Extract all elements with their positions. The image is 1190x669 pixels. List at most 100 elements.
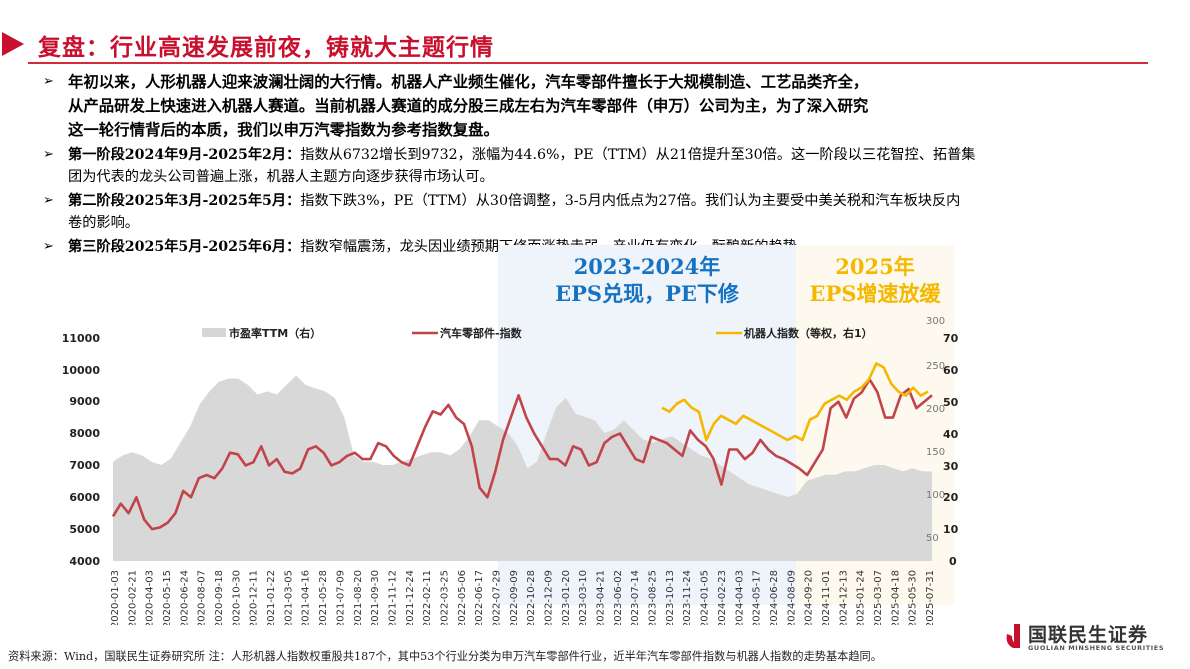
x-tick-label: 2020-10-30: [231, 570, 242, 625]
svg-text:250: 250: [926, 361, 945, 372]
x-tick-label: 2020-05-15: [162, 570, 173, 625]
bullet-arrow-icon: ➢: [43, 147, 54, 162]
x-tick-label: 2023-11-24: [682, 570, 693, 625]
bullet-lead: 第一阶段2024年9月-2025年2月：: [68, 147, 301, 163]
svg-text:9000: 9000: [69, 395, 100, 408]
x-tick-label: 2021-07-09: [335, 570, 346, 625]
svg-text:40: 40: [943, 428, 959, 441]
svg-text:60: 60: [943, 364, 959, 377]
auto-parts-index-line: [111, 378, 933, 531]
x-tick-label: 2021-01-22: [266, 570, 277, 625]
x-tick-label: 2021-09-30: [370, 570, 381, 625]
svg-text:8000: 8000: [69, 427, 100, 440]
x-tick-label: 2020-12-11: [249, 570, 260, 625]
svg-text:6000: 6000: [69, 491, 100, 504]
x-tick-label: 2024-12-13: [838, 570, 849, 625]
bullet-text: 指数从6732增长到9732，涨幅为44.6%，PE（TTM）从21倍提升至30…: [300, 147, 976, 163]
bullet-line: 这一轮行情背后的本质，我们以申万汽零指数为参考指数复盘。: [68, 121, 499, 139]
bullet-arrow-icon: ➢: [43, 193, 54, 208]
svg-text:5000: 5000: [69, 523, 100, 536]
pe-ttm-area: [113, 375, 932, 561]
svg-text:300: 300: [926, 316, 945, 327]
x-tick-label: 2025-04-18: [890, 570, 901, 625]
bullet-line: 从产品研发上快速进入机器人赛道。当前机器人赛道的成分股三成左右为汽车零部件（申万…: [68, 97, 869, 115]
bullet-phase-1: ➢ 第一阶段2024年9月-2025年2月：指数从6732增长到9732，涨幅为…: [40, 144, 1130, 188]
legend-label-auto: 汽车零部件-指数: [440, 326, 523, 340]
svg-text:7000: 7000: [69, 459, 100, 472]
x-tick-label: 2020-02-21: [127, 570, 138, 625]
svg-text:70: 70: [943, 332, 959, 345]
x-tick-label: 2024-01-05: [700, 570, 711, 625]
bullet-line: 卷的影响。: [68, 215, 139, 231]
x-tick-label: 2025-05-30: [908, 570, 919, 625]
bullet-phase-2: ➢ 第二阶段2025年3月-2025年5月：指数下跌3%，PE（TTM）从30倍…: [40, 190, 1130, 234]
title-divider: [28, 62, 1148, 64]
legend-label-robot: 机器人指数（等权，右1）: [744, 326, 873, 340]
x-tick-label: 2023-07-14: [630, 570, 641, 625]
period-label-year: 2025年: [835, 254, 915, 279]
x-tick-label: 2024-04-03: [734, 570, 745, 625]
x-tick-label: 2022-06-17: [474, 570, 485, 625]
svg-text:30: 30: [943, 460, 959, 473]
right-axis-robot: 300 250 200 150 100 50: [926, 316, 945, 544]
bullet-arrow-icon: ➢: [43, 239, 54, 254]
x-tick-label: 2020-06-24: [179, 570, 190, 625]
x-tick-label: 2023-03-10: [578, 570, 589, 625]
bullet-list: ➢ 年初以来，人形机器人迎来波澜壮阔的大行情。机器人产业频生催化，汽车零部件擅长…: [40, 70, 1130, 258]
x-tick-label: 2023-01-20: [561, 570, 572, 625]
title-triangle-icon: [2, 32, 24, 56]
bullet-line: 团为代表的龙头公司普遍上涨，机器人主题方向逐步获得市场认可。: [68, 169, 494, 185]
x-tick-label: 2021-03-05: [283, 570, 294, 625]
x-tick-label: 2021-08-20: [353, 570, 364, 625]
x-tick-label: 2025-01-24: [856, 570, 867, 625]
x-tick-label: 2020-04-03: [145, 570, 156, 625]
svg-text:50: 50: [943, 396, 959, 409]
left-axis: 11000 10000 9000 8000 7000 6000 5000 400…: [62, 332, 101, 568]
source-note: 资料来源：Wind，国联民生证券研究所 注：人形机器人指数权重股共187个，其中…: [8, 650, 882, 663]
x-tick-label: 2023-04-21: [596, 570, 607, 625]
svg-text:11000: 11000: [62, 332, 101, 345]
x-tick-label: 2024-09-20: [804, 570, 815, 625]
bullet-arrow-icon: ➢: [43, 74, 54, 89]
x-axis-labels: 2020-01-03 2020-02-21 2020-04-03 2020-05-15…: [110, 570, 936, 625]
x-tick-label: 2025-07-31: [925, 570, 936, 625]
svg-text:100: 100: [926, 490, 945, 501]
x-tick-label: 2024-06-28: [769, 570, 780, 625]
x-tick-label: 2021-11-12: [387, 570, 398, 625]
x-tick-label: 2020-09-18: [214, 570, 225, 625]
x-tick-label: 2022-09-09: [509, 570, 520, 625]
x-tick-label: 2021-05-28: [318, 570, 329, 625]
chart-area: 2023-2024年 EPS兑现，PE下修 2025年 EPS增速放缓 市盈率T…: [0, 245, 1190, 625]
x-tick-label: 2020-01-03: [110, 570, 121, 625]
svg-text:4000: 4000: [69, 555, 100, 568]
robot-index-line: [661, 362, 929, 442]
legend-swatch-pe: [202, 328, 226, 337]
slide-title-bar: 复盘：行业高速发展前夜，铸就大主题行情: [0, 26, 1190, 64]
svg-text:0: 0: [949, 555, 957, 568]
svg-text:150: 150: [926, 447, 945, 458]
x-tick-label: 2024-08-09: [786, 570, 797, 625]
chart-svg: 市盈率TTM（右） 汽车零部件-指数 机器人指数（等权，右1） 11000 10…: [62, 316, 959, 625]
logo-text-cn: 国联民生证券: [1028, 624, 1149, 646]
period-label-year: 2023-2024年: [573, 254, 721, 279]
company-logo: 国联民生证券 GUOLIAN MINSHENG SECURITIES: [1000, 620, 1190, 656]
x-tick-label: 2021-12-24: [405, 570, 416, 625]
x-tick-label: 2022-10-28: [526, 570, 537, 625]
bullet-line: 年初以来，人形机器人迎来波澜壮阔的大行情。机器人产业频生催化，汽车零部件擅长于大…: [68, 73, 869, 91]
x-tick-label: 2024-05-17: [752, 570, 763, 625]
x-tick-label: 2022-05-06: [457, 570, 468, 625]
svg-text:10: 10: [943, 523, 959, 536]
right-axis-pe: 70 60 50 40 30 20 10 0: [943, 332, 959, 568]
period-label-desc: EPS兑现，PE下修: [555, 281, 739, 306]
period-label-2025: 2025年 EPS增速放缓: [796, 253, 954, 307]
bullet-intro: ➢ 年初以来，人形机器人迎来波澜壮阔的大行情。机器人产业频生催化，汽车零部件擅长…: [40, 70, 1130, 142]
x-tick-label: 2023-10-13: [665, 570, 676, 625]
x-tick-label: 2022-03-25: [440, 570, 451, 625]
x-tick-label: 2023-06-02: [613, 570, 624, 625]
bullet-lead: 第二阶段2025年3月-2025年5月：: [68, 193, 301, 209]
period-label-2023-2024: 2023-2024年 EPS兑现，PE下修: [498, 253, 796, 307]
logo-text-en: GUOLIAN MINSHENG SECURITIES: [1028, 644, 1165, 652]
x-tick-label: 2022-12-09: [544, 570, 555, 625]
x-tick-label: 2024-02-23: [717, 570, 728, 625]
x-tick-label: 2023-08-25: [648, 570, 659, 625]
